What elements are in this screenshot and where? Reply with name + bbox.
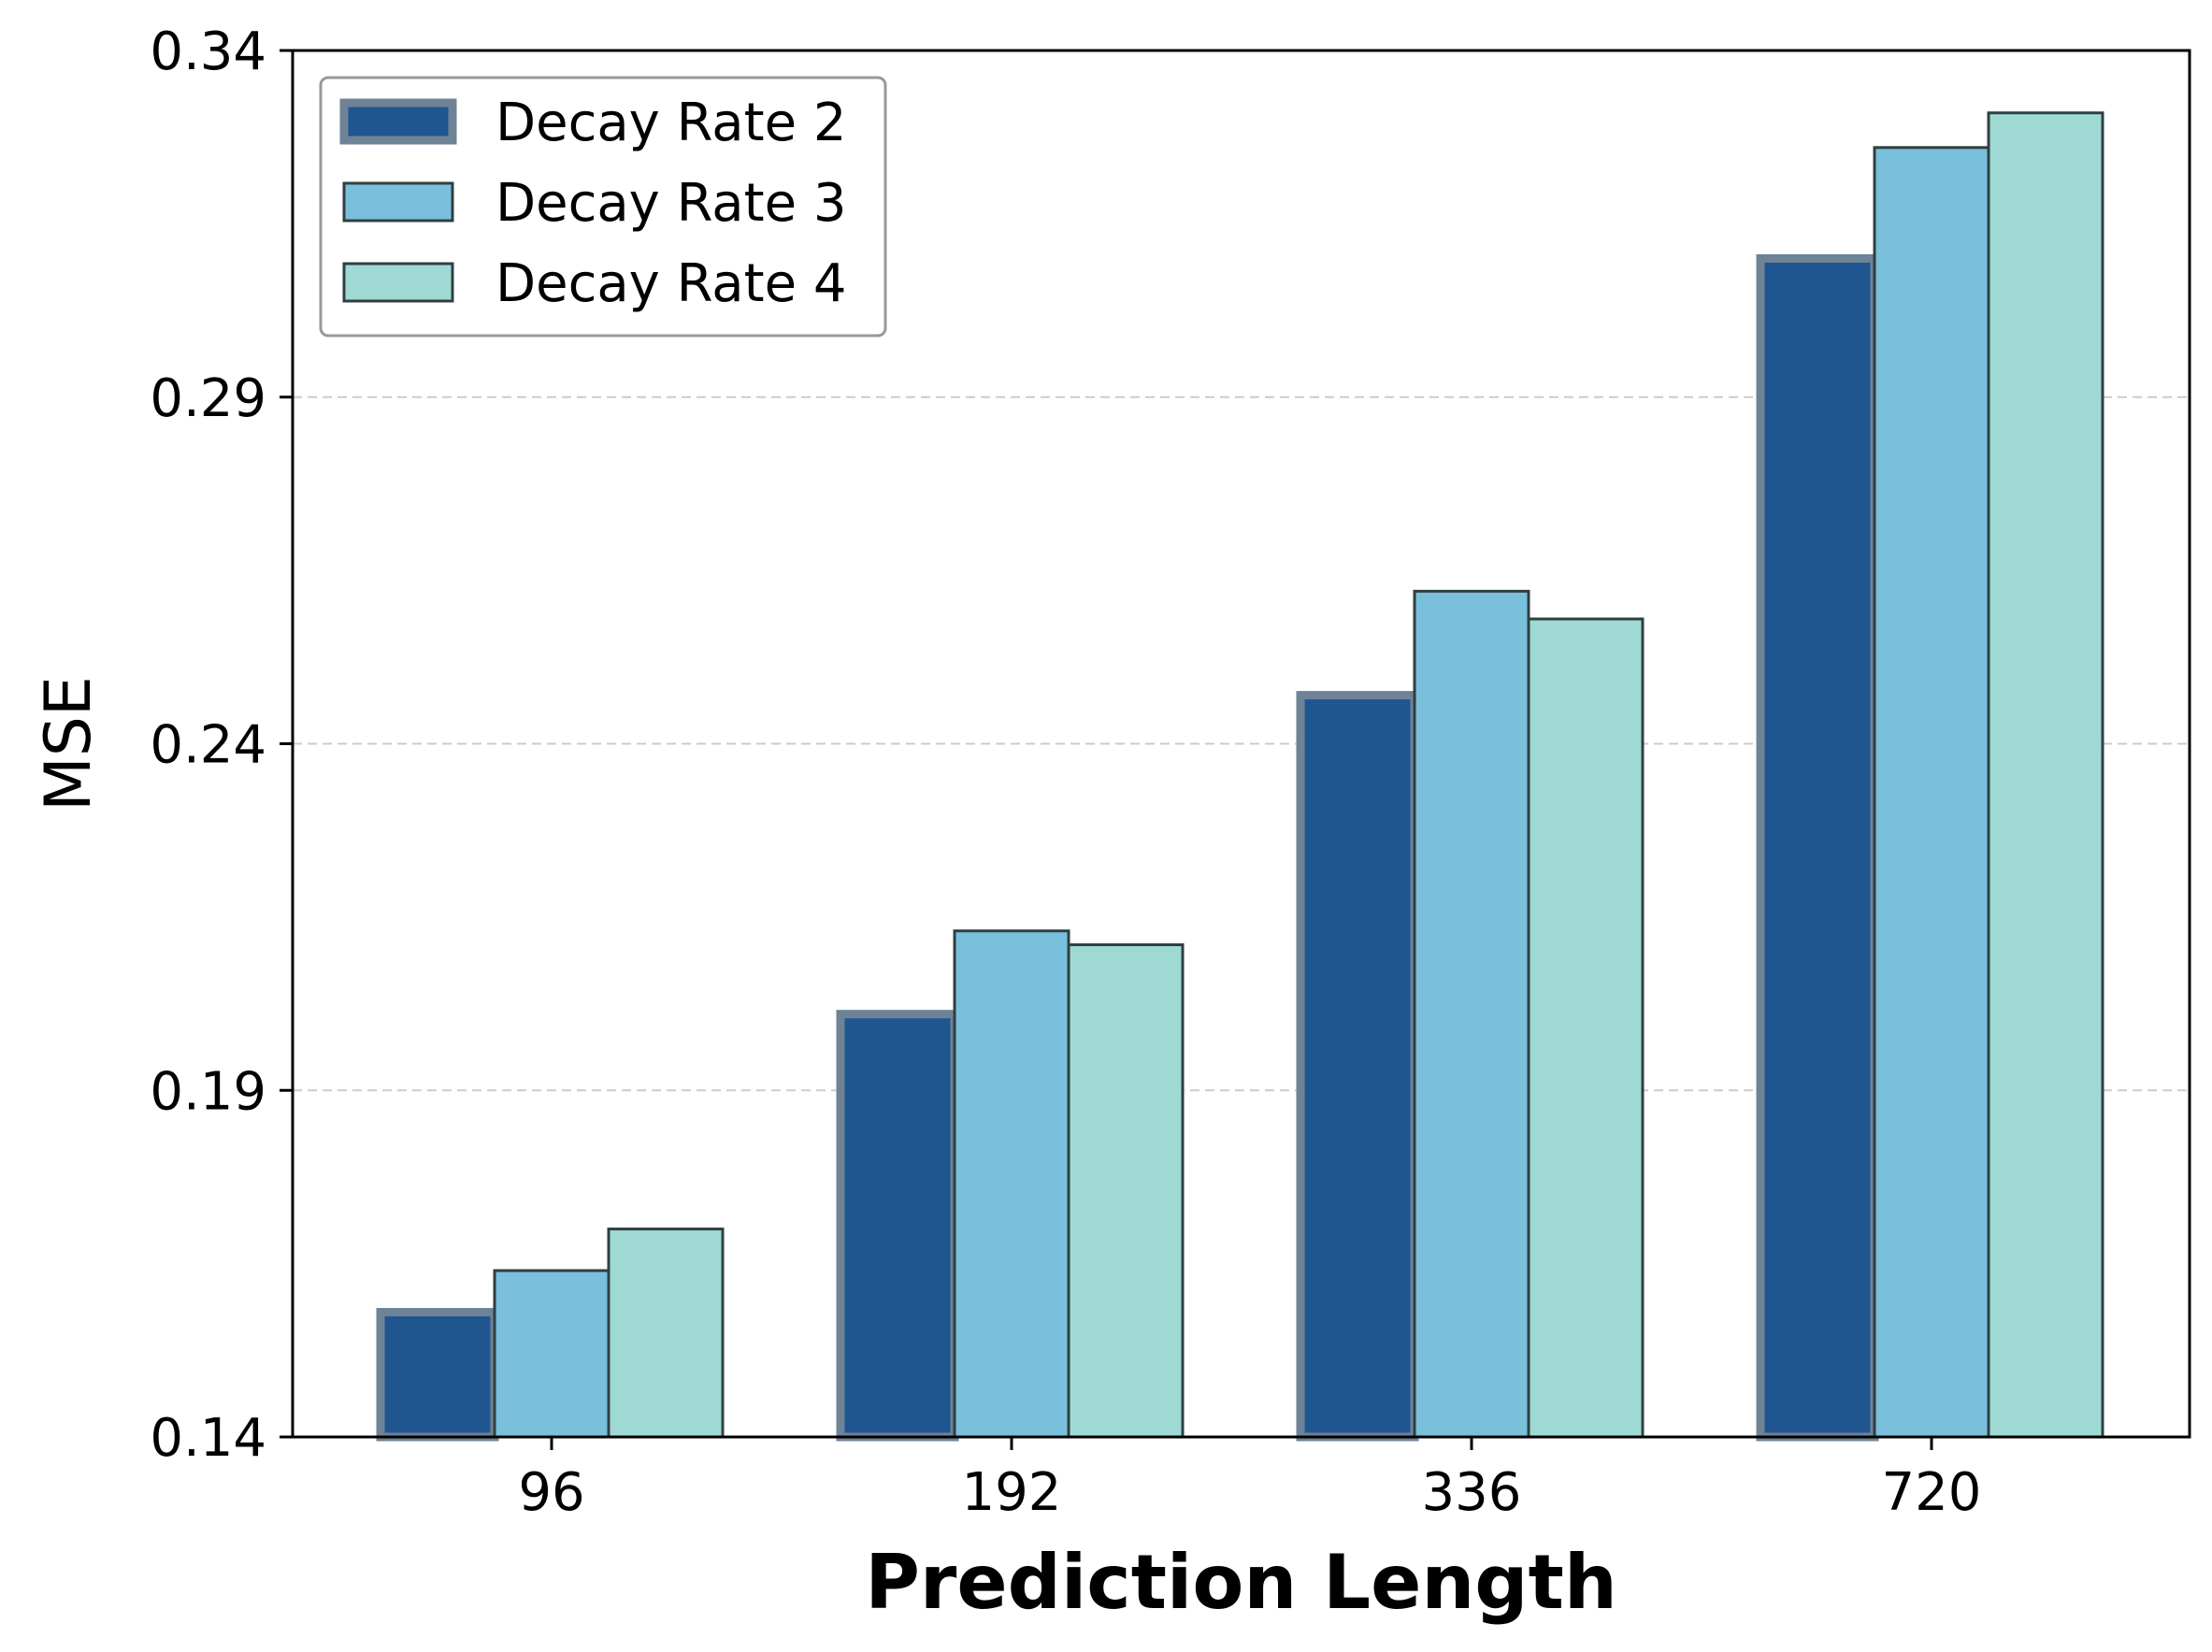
x-tick-label: 192 [962,1462,1062,1523]
legend-label: Decay Rate 4 [496,253,846,314]
x-axis-title: Prediction Length [865,1539,1617,1626]
y-tick-label: 0.19 [150,1061,266,1122]
bar-decay-rate-4-96 [607,1228,725,1439]
y-tick-label: 0.14 [150,1408,266,1469]
legend-swatch [342,262,454,303]
bar-decay-rate-2-192 [836,1010,959,1442]
bar-decay-rate-2-720 [1756,253,1879,1442]
x-axis-ticks: 96 192 336 720 [518,1437,1981,1523]
bar-decay-rate-3-192 [953,929,1070,1439]
gridlines [293,395,2190,1092]
x-tick-label: 336 [1422,1462,1522,1523]
legend-swatch [339,98,457,145]
y-tick-label: 0.34 [150,22,266,82]
x-tick-label: 720 [1882,1462,1982,1523]
bar-decay-rate-2-336 [1296,691,1419,1442]
x-tick-label: 96 [518,1462,584,1523]
bar-decay-rate-2-96 [376,1308,499,1442]
bar-decay-rate-3-336 [1413,589,1530,1439]
y-axis-title: MSE [32,676,106,812]
y-axis-ticks: 0.14 0.19 0.24 0.29 0.34 [150,22,293,1469]
legend-label: Decay Rate 3 [496,173,846,234]
y-tick-label: 0.29 [150,368,266,429]
legend: Decay Rate 2 Decay Rate 3 Decay Rate 4 [319,76,887,338]
bar-decay-rate-3-720 [1873,146,1990,1439]
y-tick-label: 0.24 [150,715,266,776]
legend-swatch [342,181,454,223]
bar-decay-rate-4-192 [1067,943,1185,1439]
bars [376,111,2104,1442]
legend-box [319,76,887,338]
bar-decay-rate-3-96 [493,1269,610,1439]
bar-decay-rate-4-336 [1527,617,1645,1439]
legend-label: Decay Rate 2 [496,93,846,153]
bar-decay-rate-4-720 [1987,111,2104,1439]
